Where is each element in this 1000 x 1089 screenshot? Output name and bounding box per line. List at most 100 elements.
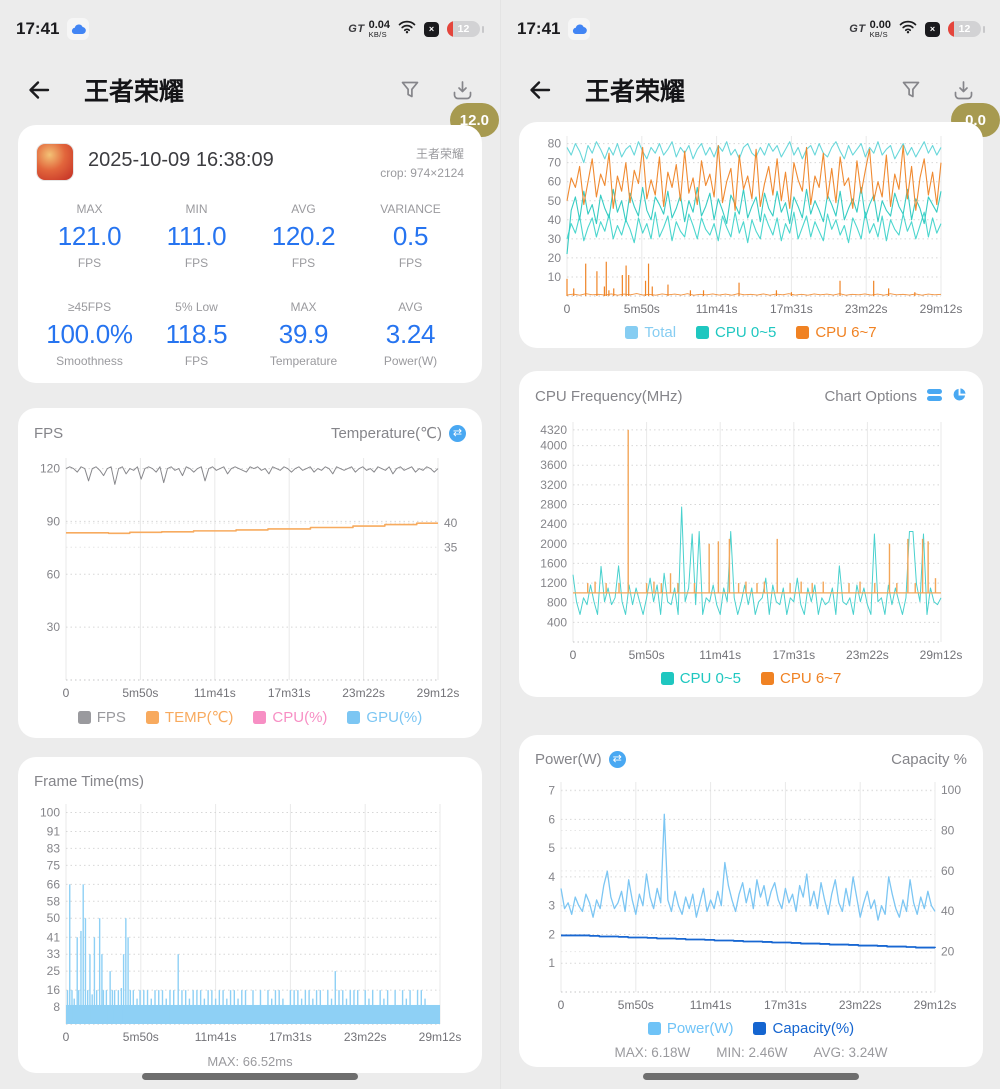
network-speed: 0.04 KB/S	[368, 18, 390, 39]
svg-text:91: 91	[47, 825, 61, 839]
svg-text:60: 60	[941, 864, 955, 878]
svg-text:0: 0	[570, 648, 577, 662]
svg-text:29m12s: 29m12s	[417, 686, 460, 700]
swap-axis-icon[interactable]: ⇄	[608, 751, 626, 768]
stat-max-temp: MAX 39.9 Temperature	[269, 300, 338, 369]
svg-text:80: 80	[548, 137, 562, 151]
stat-max-fps: MAX 121.0 FPS	[57, 202, 122, 271]
battery-indicator: 12	[447, 21, 484, 37]
svg-text:3600: 3600	[540, 458, 567, 472]
svg-text:2000: 2000	[540, 537, 567, 551]
frame-time-title: Frame Time(ms)	[34, 773, 144, 790]
svg-text:11m41s: 11m41s	[690, 998, 732, 1012]
back-button[interactable]	[527, 76, 555, 104]
svg-text:4000: 4000	[540, 439, 567, 453]
svg-text:23m22s: 23m22s	[846, 648, 889, 662]
svg-text:2: 2	[548, 927, 555, 941]
wifi-icon	[398, 20, 416, 39]
svg-text:29m12s: 29m12s	[914, 998, 957, 1012]
fps-chart-legend[interactable]: FPS TEMP(℃) CPU(%) GPU(%)	[18, 708, 482, 726]
swap-axis-icon[interactable]: ⇄	[449, 424, 466, 442]
download-button[interactable]	[951, 78, 975, 102]
gt-mode-icon: GT	[849, 23, 866, 35]
svg-text:17m31s: 17m31s	[772, 648, 815, 662]
svg-text:1200: 1200	[540, 576, 567, 590]
cpu-frequency-card: CPU Frequency(MHz) Chart Options 4320 400…	[519, 371, 983, 697]
svg-text:5m50s: 5m50s	[629, 648, 665, 662]
svg-text:58: 58	[47, 894, 61, 908]
svg-text:23m22s: 23m22s	[344, 1030, 387, 1044]
stat-avg-power: AVG 3.24 Power(W)	[383, 300, 438, 369]
svg-text:6: 6	[548, 812, 555, 826]
capacity-axis-title: Capacity %	[891, 751, 967, 768]
svg-text:60: 60	[47, 567, 61, 581]
svg-text:20: 20	[941, 945, 955, 959]
clock: 17:41	[517, 19, 561, 38]
record-datetime: 2025-10-09 16:38:09	[88, 149, 274, 171]
cpu-usage-chart[interactable]: 80 70 60 50 40 30 20 10 0 5m50s 11m41s 17m31s 23m22s…	[533, 130, 969, 318]
svg-text:16: 16	[47, 983, 61, 997]
fps-temperature-card: FPS Temperature(℃) ⇄ 120 90 60 30 40 35 0 5m50s…	[18, 408, 482, 738]
svg-text:75: 75	[47, 858, 61, 872]
app-header: 王者荣耀	[501, 66, 1000, 114]
download-button[interactable]	[450, 78, 474, 102]
cpu-frequency-title: CPU Frequency(MHz)	[535, 388, 683, 405]
svg-text:120: 120	[40, 462, 60, 476]
frame-time-max: MAX: 66.52ms	[207, 1054, 293, 1069]
battery-indicator: 12	[948, 21, 985, 37]
svg-text:41: 41	[47, 930, 61, 944]
record-app-name: 王者荣耀	[415, 147, 464, 161]
record-crop: crop: 974×2124	[380, 165, 464, 180]
fps-temperature-chart[interactable]: 120 90 60 30 40 35 0 5m50s 11m41s 17m31s 23m22s 29m…	[32, 450, 468, 702]
svg-text:70: 70	[548, 156, 562, 170]
gt-mode-icon: GT	[348, 23, 365, 35]
home-indicator[interactable]	[643, 1073, 859, 1080]
cpu-usage-card: 80 70 60 50 40 30 20 10 0 5m50s 11m41s 17m31s 23m22s…	[519, 122, 983, 348]
stat-variance: VARIANCE 0.5 FPS	[380, 202, 441, 271]
svg-text:17m31s: 17m31s	[269, 1030, 312, 1044]
filter-button[interactable]	[398, 78, 422, 102]
stat-smoothness: ≥45FPS 100.0% Smoothness	[46, 300, 133, 369]
power-axis-title: Power(W)	[535, 751, 602, 768]
svg-text:3: 3	[548, 899, 555, 913]
svg-text:60: 60	[548, 175, 562, 189]
svg-text:17m31s: 17m31s	[764, 998, 807, 1012]
power-stats-row: MAX: 6.18W MIN: 2.46W AVG: 3.24W	[519, 1045, 983, 1060]
svg-text:10: 10	[548, 270, 562, 284]
svg-text:5: 5	[548, 841, 555, 855]
svg-text:11m41s: 11m41s	[195, 1030, 237, 1044]
cpu-frequency-chart[interactable]: 4320 4000 3600 3200 2800 2400 2000 1600 1200 800 4…	[533, 414, 969, 664]
svg-text:33: 33	[47, 947, 61, 961]
svg-text:100: 100	[40, 805, 60, 819]
stat-min-fps: MIN 111.0 FPS	[166, 202, 227, 271]
svg-text:7: 7	[548, 784, 555, 798]
svg-text:5m50s: 5m50s	[123, 1030, 159, 1044]
cpu-frequency-legend[interactable]: CPU 0~5 CPU 6~7	[519, 670, 983, 687]
home-indicator[interactable]	[142, 1073, 358, 1080]
pie-chart-option-icon[interactable]	[952, 387, 967, 406]
app-header: 王者荣耀	[0, 66, 500, 114]
power-legend[interactable]: Power(W) Capacity(%)	[519, 1020, 983, 1037]
frame-time-chart[interactable]: 100 91 83 75 66 58 50 41 33 25 16 8 0 5m50s 11m41s 17m3…	[32, 796, 468, 1046]
svg-text:40: 40	[444, 516, 458, 530]
page-title: 王者荣耀	[84, 78, 185, 106]
frame-time-card: Frame Time(ms) 100 91 83 75 66 58 50 41 33 25 16 8 0…	[18, 757, 482, 1073]
svg-text:23m22s: 23m22s	[845, 302, 888, 316]
svg-text:1600: 1600	[540, 556, 567, 570]
filter-button[interactable]	[899, 78, 923, 102]
cpu-usage-legend[interactable]: Total CPU 0~5 CPU 6~7	[519, 324, 983, 341]
svg-text:25: 25	[47, 964, 61, 978]
power-max: MAX: 6.18W	[614, 1045, 691, 1060]
record-meta: 王者荣耀 crop: 974×2124	[380, 145, 464, 182]
phone-screen-right: 17:41 GT 0.00 KB/S × 12 王者荣	[500, 0, 1000, 1089]
bar-chart-option-icon[interactable]	[927, 388, 943, 406]
power-capacity-chart[interactable]: 7 6 5 4 3 2 1 100 80 60 40 20 0 5m50s 11m41s 17m31s 23m2…	[533, 774, 969, 1014]
svg-text:29m12s: 29m12s	[920, 302, 963, 316]
back-button[interactable]	[26, 76, 54, 104]
status-bar: 17:41 GT 0.00 KB/S × 12	[501, 14, 1000, 44]
phone-screen-left: 17:41 GT 0.04 KB/S × 12 王者荣	[0, 18, 500, 1080]
svg-text:30: 30	[548, 232, 562, 246]
cloud-sync-icon	[67, 18, 90, 40]
stat-avg-fps: AVG 120.2 FPS	[271, 202, 336, 271]
svg-text:17m31s: 17m31s	[268, 686, 311, 700]
